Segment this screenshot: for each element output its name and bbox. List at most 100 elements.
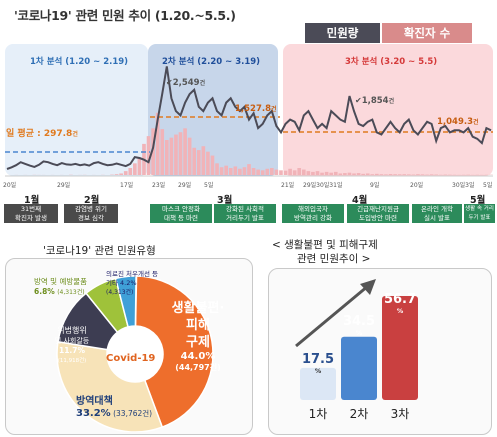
- confirmed-bar: [320, 172, 324, 175]
- event-box: 온라인 개학 실시 발표: [412, 204, 462, 223]
- bar-title-line2: 관련 민원추이 >: [297, 253, 371, 265]
- confirmed-bar: [338, 173, 343, 175]
- tick-label: 5일: [483, 182, 493, 189]
- confirmed-bar: [343, 173, 347, 175]
- tick-label: 29일: [57, 182, 71, 189]
- trend-arrow-head: [360, 279, 376, 295]
- confirmed-bar: [283, 170, 288, 175]
- confirmed-bars: [14, 112, 493, 175]
- bar3-value: 56.7: [383, 292, 417, 307]
- confirmed-bar: [393, 174, 397, 175]
- pie-label-s5: 의료진 처우개선 등 기타 4.2% (4,313건): [106, 270, 158, 297]
- confirmed-bar: [169, 137, 174, 175]
- bar: [382, 296, 418, 400]
- tick-label: 17일: [120, 182, 134, 189]
- confirmed-bar: [297, 168, 302, 175]
- peak-annotation-3: ✔1,854건: [355, 96, 394, 106]
- page-title: '코로나19' 관련 민원 추이 (1.20.~5.5.): [14, 8, 236, 23]
- pie-label-s2: 방역대책 33.2% (33,762건): [76, 396, 152, 420]
- pie-label-s4: 방역 및 예방물품 6.8% (4,313건): [34, 277, 87, 298]
- confirmed-bar: [402, 174, 407, 175]
- confirmed-bar: [119, 173, 123, 175]
- avg2-unit: 건: [271, 106, 277, 113]
- bar-cat-2: 2차: [349, 407, 369, 421]
- confirmed-bar: [210, 155, 215, 175]
- confirmed-bar: [160, 129, 165, 175]
- confirmed-bar: [288, 168, 292, 175]
- s4-name: 방역 및 예방물품: [34, 277, 88, 286]
- bar-cat-1: 1차: [308, 407, 328, 421]
- confirmed-bar: [370, 174, 375, 175]
- confirmed-bar: [388, 174, 393, 175]
- bar3-unit: %: [396, 307, 404, 315]
- confirmed-bar: [187, 137, 192, 175]
- confirmed-bar: [238, 168, 242, 175]
- bar-chart: [295, 279, 418, 400]
- confirmed-bar: [384, 174, 388, 175]
- avg3-unit: 건: [473, 119, 479, 126]
- tick-label: 30일3일: [452, 182, 475, 189]
- confirmed-bar: [178, 132, 183, 175]
- tick-label: 29일30일31일: [303, 182, 343, 189]
- confirmed-bar: [251, 168, 256, 175]
- confirmed-bar: [146, 136, 151, 175]
- confirmed-bar: [379, 174, 384, 175]
- confirmed-bar: [228, 168, 233, 175]
- event-box: 해외입국자 방역관리 강화: [282, 204, 344, 223]
- event-box: 긴급재난지원금 도입방안 마련: [347, 204, 409, 223]
- confirmed-bar: [361, 173, 365, 175]
- confirmed-bar: [375, 173, 379, 175]
- confirmed-bar: [260, 170, 265, 175]
- s4-pct: 6.8%: [34, 287, 55, 296]
- confirmed-bar: [247, 164, 251, 175]
- s5-cnt: (4,313건): [106, 289, 134, 296]
- bar: [300, 367, 336, 400]
- month-mar: 3월: [217, 195, 233, 206]
- s1-cnt: (44,797건): [175, 363, 221, 372]
- s5-name: 의료진 처우개선 등: [106, 270, 158, 278]
- pie-chart: [56, 275, 214, 432]
- s2-cnt: (33,762건): [113, 409, 153, 418]
- confirmed-bar: [192, 147, 197, 175]
- confirmed-bar: [270, 168, 274, 175]
- tick-label: 9일: [370, 182, 380, 189]
- confirmed-bar: [151, 128, 155, 175]
- month-apr: 4월: [352, 195, 368, 206]
- pie-slice: [134, 275, 214, 429]
- confirmed-bar: [137, 157, 142, 175]
- confirmed-bar: [128, 168, 133, 175]
- avg3-value: 1,049.3: [437, 117, 474, 127]
- complaints-line: [6, 66, 492, 170]
- confirmed-bar: [301, 169, 306, 175]
- confirmed-bar: [416, 174, 420, 175]
- confirmed-bar: [397, 174, 402, 175]
- phase3-title: 3차 분석 (3.20 ~ 5.5): [345, 57, 438, 67]
- avg-annotation-2: 1,527.8건: [235, 104, 277, 114]
- phase2-title: 2차 분석 (2.20 ~ 3.19): [162, 57, 261, 67]
- confirmed-bar: [274, 169, 279, 175]
- avg-annotation-3: 1,049.3건: [437, 117, 479, 127]
- pie-label-s3: 위법행위 및 사회갈등 11.7% (11,918건): [52, 326, 92, 366]
- bar2-value: 34.5: [342, 314, 376, 329]
- pie-label-s1: 생활불편· 피해 구제 44.0% (44,797건): [158, 300, 238, 373]
- phase3-bg: [283, 44, 493, 176]
- s1-name-c: 구제: [186, 335, 210, 350]
- peak-annotation-2: ✔2,549건: [166, 78, 205, 88]
- peak1-value: 2,549: [172, 78, 200, 88]
- confirmed-bar: [133, 163, 137, 175]
- bar-title-line1: < 생활불편 및 피해구제: [272, 239, 378, 251]
- bar: [341, 336, 377, 400]
- legend-confirmed: 확진자 수: [382, 23, 472, 43]
- s1-name-a: 생활불편·: [171, 301, 225, 316]
- bar-value-2: 34.5 %: [341, 314, 377, 337]
- s3-name-b: 및 사회갈등: [54, 337, 90, 345]
- confirmed-bar: [256, 169, 260, 175]
- check-icon: ✔: [355, 96, 362, 105]
- s4-cnt: (4,313건): [57, 289, 85, 296]
- confirmed-bar: [123, 171, 128, 175]
- phase1-bg: [5, 44, 148, 176]
- confirmed-bar: [406, 174, 411, 175]
- s5-sub: 기타 4.2%: [106, 279, 137, 287]
- check-icon: ✔: [166, 78, 173, 87]
- confirmed-bar: [279, 170, 283, 175]
